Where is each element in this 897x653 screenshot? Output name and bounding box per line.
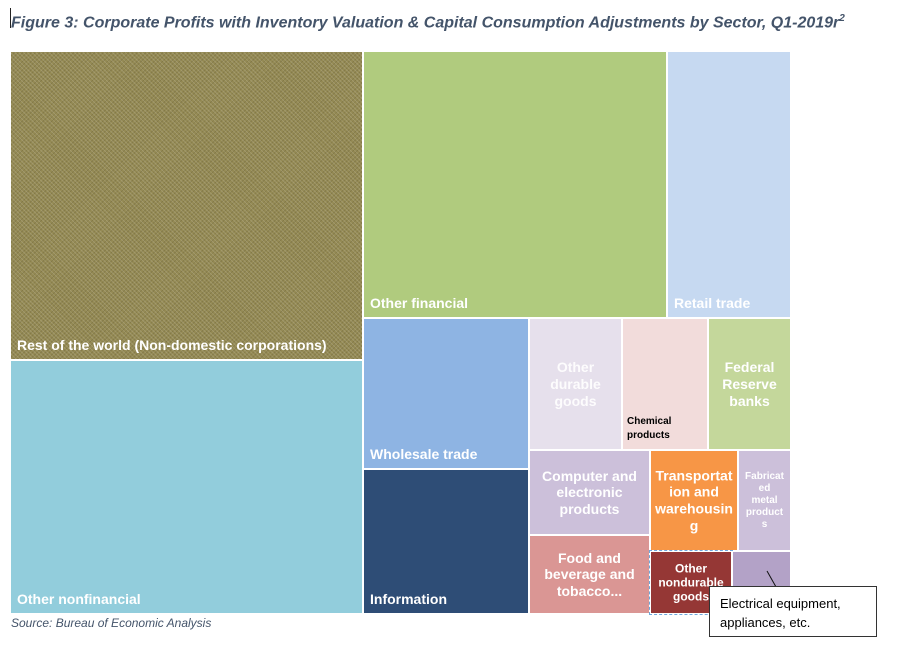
treemap-tile-fabricated-metal-products[interactable]: Fabricat ed metal product s: [738, 450, 791, 551]
chart-title-text: Figure 3: Corporate Profits with Invento…: [11, 14, 840, 32]
treemap-tile-transportation-and-warehousing[interactable]: Transportat ion and warehousin g: [650, 450, 738, 551]
treemap-tile-label: Chemical products: [627, 416, 672, 441]
treemap-tile-other-nonfinancial[interactable]: Other nonfinancial: [10, 360, 363, 614]
treemap-tile-information[interactable]: Information: [363, 469, 529, 614]
treemap-tile-label: Computer and electronic products: [542, 467, 637, 517]
treemap-tile-label: Information: [370, 591, 447, 608]
treemap-tile-label: Federal Reserve banks: [722, 358, 777, 409]
treemap-tile-label: Other nonfinancial: [17, 591, 141, 608]
treemap-tile-label: Wholesale trade: [370, 446, 478, 463]
treemap-tile-label: Transportat ion and warehousin g: [655, 466, 733, 534]
chart-source: Source: Bureau of Economic Analysis: [11, 616, 212, 630]
treemap-tile-label: Retail trade: [674, 295, 751, 312]
treemap-tile-label: Rest of the world (Non-domestic corporat…: [17, 337, 327, 354]
text-cursor: [10, 8, 11, 28]
treemap-tile-retail-trade[interactable]: Retail trade: [667, 51, 791, 318]
treemap-tile-federal-reserve-banks[interactable]: Federal Reserve banks: [708, 318, 791, 450]
treemap-tile-label: Fabricat ed metal product s: [745, 470, 784, 530]
treemap-tile-label: Other durable goods: [550, 358, 601, 409]
treemap-tile-computer-and-electronic-products[interactable]: Computer and electronic products: [529, 450, 650, 535]
treemap-tile-rest-of-the-world-non-domestic-corporations[interactable]: Rest of the world (Non-domestic corporat…: [10, 51, 363, 360]
treemap-tile-wholesale-trade[interactable]: Wholesale trade: [363, 318, 529, 469]
treemap-tile-label: Food and beverage and tobacco...: [544, 549, 635, 599]
treemap-tile-label: Other nondurable goods: [658, 560, 724, 604]
treemap-tile-other-financial[interactable]: Other financial: [363, 51, 667, 318]
treemap-tile-chemical-products[interactable]: Chemical products: [622, 318, 708, 450]
treemap-tile-other-durable-goods[interactable]: Other durable goods: [529, 318, 622, 450]
treemap-tile-label: Other financial: [370, 295, 469, 312]
treemap-tile-food-and-beverage-and-tobacco[interactable]: Food and beverage and tobacco...: [529, 535, 650, 614]
chart-title: Figure 3: Corporate Profits with Invento…: [11, 8, 871, 33]
callout-box: Electrical equipment, appliances, etc.: [709, 586, 877, 637]
chart-title-superscript: 2: [839, 13, 845, 24]
